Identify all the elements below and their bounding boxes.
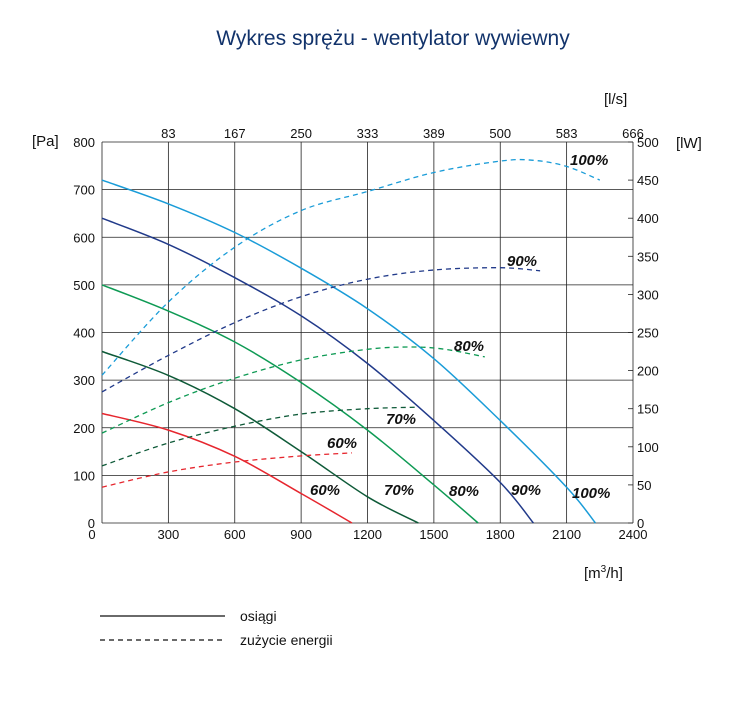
power-curve-70pct [101,406,419,467]
y-left-tick-label: 300 [73,373,95,388]
x-tick-label: 0 [88,527,95,542]
top-tick-label: 250 [290,126,312,141]
y-left-unit-label: [Pa] [32,133,59,150]
y-right-tick-label: 500 [637,135,659,150]
pressure-curve-label: 70% [384,482,414,499]
y-right-tick-label: 0 [637,516,644,531]
x-tick-label: 1500 [419,527,448,542]
y-right-tick-label: 350 [637,249,659,264]
y-right-tick-label: 300 [637,287,659,302]
power-curve-label: 100% [570,152,608,169]
pressure-curve-80pct [101,284,479,524]
pressure-curve-label: 80% [449,483,479,500]
y-right-tick-label: 100 [637,440,659,455]
x-tick-label: 300 [158,527,180,542]
grid-lines [101,141,634,524]
power-curve-label: 60% [327,435,357,452]
y-left-tick-label: 100 [73,468,95,483]
y-left-tick-label: 0 [88,516,95,531]
pressure-curve-70pct [101,350,419,524]
y-right-tick-label: 450 [637,173,659,188]
x-axis-unit-label: [m3/h] [584,564,623,582]
pressure-curve-90pct [101,217,534,524]
y-right-unit-label: [lW] [676,135,702,152]
power-curve-label: 90% [507,253,537,270]
top-tick-label: 333 [357,126,379,141]
pressure-curve-label: 90% [511,482,541,499]
legend-label-energy: zużycie energii [240,632,333,648]
x-tick-label: 2100 [552,527,581,542]
y-left-tick-label: 500 [73,278,95,293]
power-curve-label: 80% [454,338,484,355]
pressure-curve-60pct [101,412,353,524]
legend: osiągi zużycie energii [100,608,333,648]
pressure-curve-label: 60% [310,482,340,499]
top-tick-label: 389 [423,126,445,141]
y-right-tick-label: 400 [637,211,659,226]
pressure-curve-100pct [101,179,596,524]
power-curve-60pct [101,452,353,488]
x-tick-label: 900 [290,527,312,542]
y-right-tick-label: 200 [637,364,659,379]
top-axis-unit-label: [l/s] [604,91,627,108]
top-tick-label: 583 [556,126,578,141]
y-left-tick-label: 800 [73,135,95,150]
power-curve-100pct [101,158,601,376]
top-tick-label: 500 [489,126,511,141]
chart-title: Wykres sprężu - wentylator wywiewny [216,27,570,50]
series-labels: 60% 70% 80% 90% 100% 60% 70% 80% 90% 100% [310,152,610,502]
y-left-tick-label: 400 [73,326,95,341]
x-tick-label: 2400 [619,527,648,542]
y-right-tick-label: 150 [637,402,659,417]
y-right-tick-label: 250 [637,326,659,341]
power-curve-90pct [101,267,541,393]
top-tick-label: 167 [224,126,246,141]
y-left-tick-label: 700 [73,183,95,198]
pressure-curve-label: 100% [572,485,610,502]
top-tick-label: 83 [161,126,175,141]
x-tick-label: 600 [224,527,246,542]
x-tick-label: 1200 [353,527,382,542]
power-curve-label: 70% [386,411,416,428]
power-curve-80pct [101,346,485,434]
series-lines [101,158,601,524]
y-left-tick-label: 200 [73,421,95,436]
top-tick-label: 666 [622,126,644,141]
y-right-tick-label: 50 [637,478,651,493]
legend-label-performance: osiągi [240,608,277,624]
y-left-tick-label: 600 [73,230,95,245]
x-tick-label: 1800 [486,527,515,542]
